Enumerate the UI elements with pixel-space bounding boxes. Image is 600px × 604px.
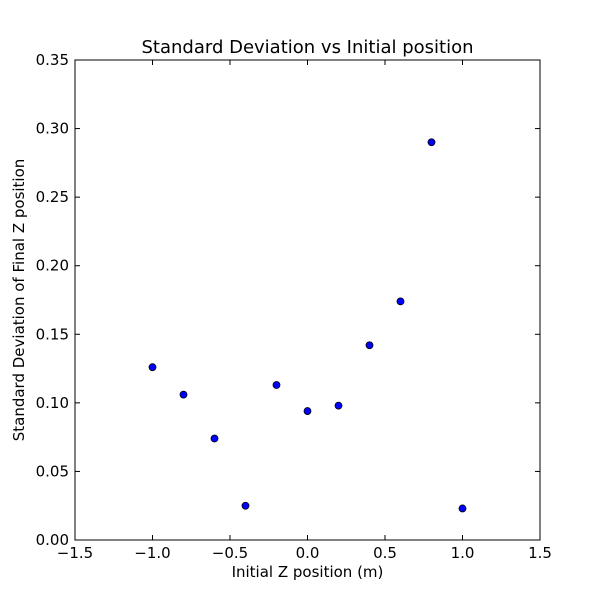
x-tick-label: 1.0 — [451, 544, 475, 562]
data-point — [365, 341, 374, 350]
plot-frame — [74, 59, 541, 541]
y-tick-label: 0.05 — [36, 462, 69, 480]
y-tick-label: 0.15 — [36, 325, 69, 343]
x-tick-label: 0.5 — [373, 544, 397, 562]
chart-title: Standard Deviation vs Initial position — [141, 37, 473, 58]
x-tick-label: 0.0 — [296, 544, 320, 562]
data-point — [148, 363, 157, 372]
points-layer — [148, 138, 467, 513]
data-point — [334, 401, 343, 410]
x-tick-label: −1.5 — [57, 544, 93, 562]
data-point — [179, 390, 188, 399]
y-tick-label: 0.20 — [36, 257, 69, 275]
y-tick-label: 0.00 — [36, 531, 69, 549]
data-point — [427, 138, 436, 147]
y-tick-label: 0.25 — [36, 188, 69, 206]
data-point — [241, 501, 250, 510]
data-point — [303, 407, 312, 415]
data-point — [458, 504, 467, 513]
x-tick-label: −0.5 — [212, 544, 248, 562]
data-point — [396, 297, 405, 306]
data-point — [210, 434, 219, 443]
y-axis-label: Standard Deviation of Final Z position — [10, 159, 28, 442]
x-axis-label: Initial Z position (m) — [232, 563, 384, 581]
ticks-layer: −1.5 −1.0 −0.5 0.0 0.5 1.0 1.5 0.00 0.05 0.10 0.15… — [36, 51, 552, 562]
data-point — [272, 381, 281, 389]
y-tick-label: 0.10 — [36, 394, 69, 412]
plot-area — [75, 60, 540, 540]
y-tick-label: 0.35 — [36, 51, 69, 69]
x-tick-label: 1.5 — [528, 544, 552, 562]
x-tick-label: −1.0 — [134, 544, 170, 562]
y-tick-label: 0.30 — [36, 120, 69, 138]
